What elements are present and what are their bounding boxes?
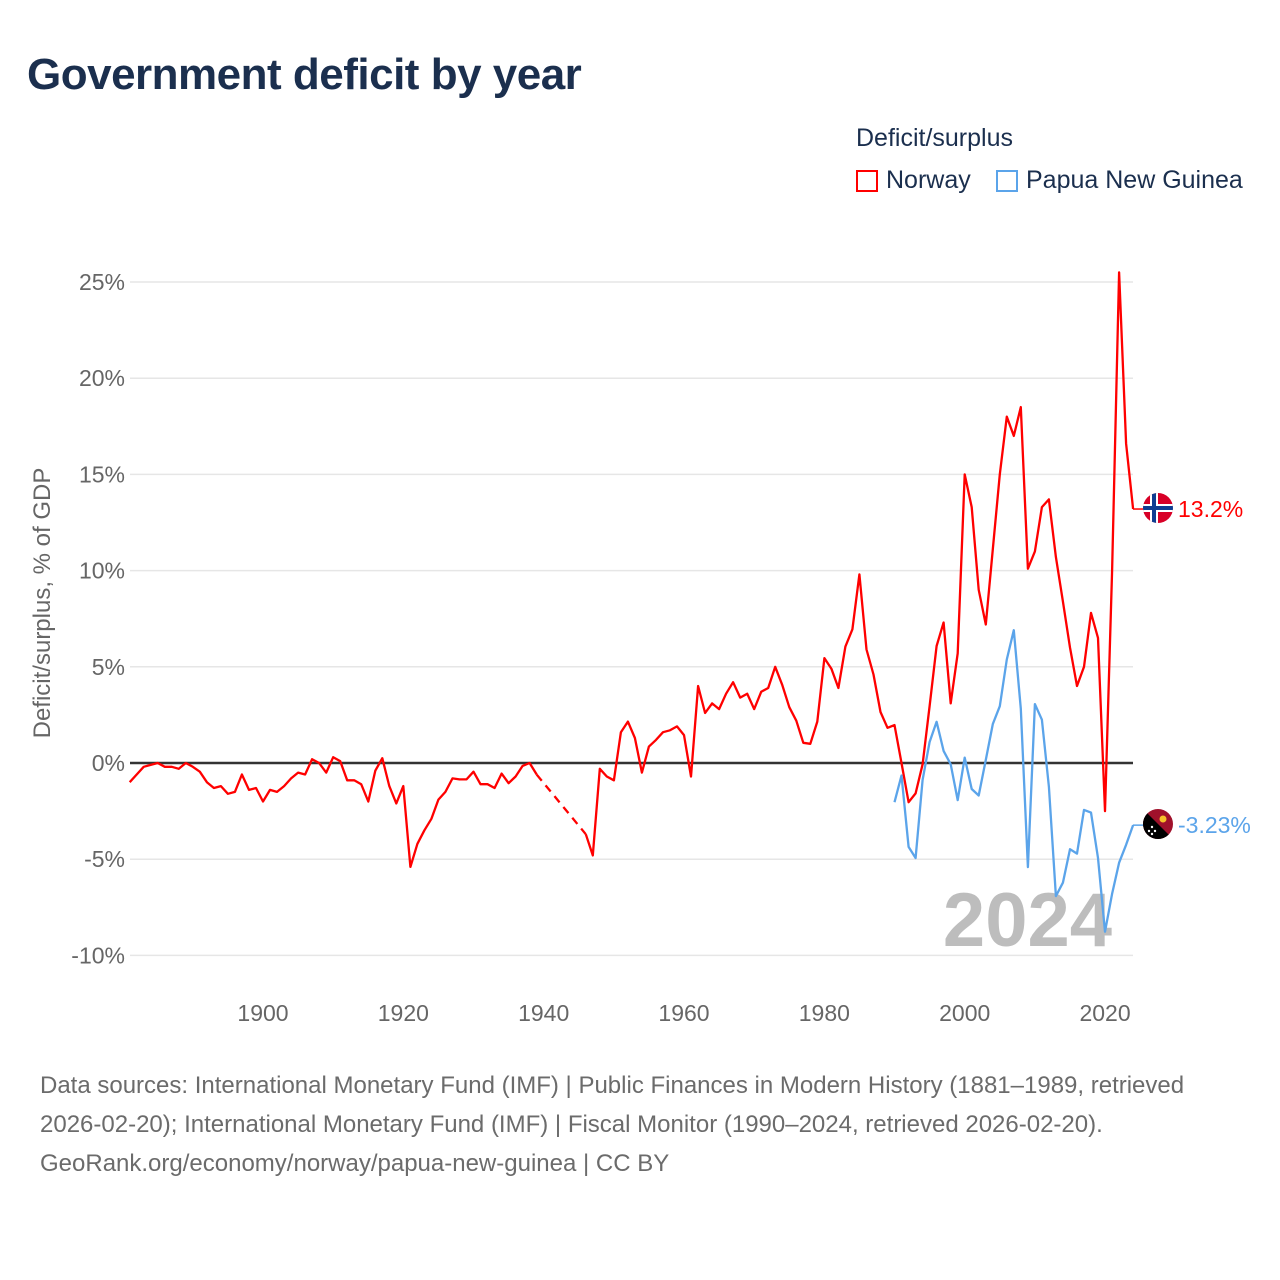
y-tick-label: -10% (71, 942, 125, 968)
x-tick-label: 1960 (658, 1000, 709, 1026)
series-gap-norway (535, 773, 587, 835)
series-line-norway (128, 756, 538, 869)
end-label-norway: 13.2% (1178, 496, 1243, 522)
footer: Data sources: International Monetary Fun… (40, 1066, 1250, 1183)
papua-new-guinea-flag-icon (1143, 809, 1173, 839)
x-tick-label: 2020 (1079, 1000, 1130, 1026)
y-tick-label: 10% (79, 558, 125, 584)
y-tick-label: 0% (92, 750, 125, 776)
y-tick-label: 5% (92, 654, 125, 680)
year-watermark: 2024 (943, 878, 1112, 963)
legend-item-norway[interactable]: Norway (856, 166, 971, 195)
legend-title: Deficit/surplus (856, 124, 1013, 152)
y-axis-label: Deficit/surplus, % of GDP (29, 468, 56, 739)
end-label-papua-new-guinea: -3.23% (1178, 812, 1251, 838)
x-tick-label: 1980 (799, 1000, 850, 1026)
y-tick-label: 20% (79, 365, 125, 391)
series-line-norway (584, 271, 1135, 857)
x-tick-label: 1940 (518, 1000, 569, 1026)
data-sources: Data sources: International Monetary Fun… (40, 1072, 1185, 1138)
chart-area: 25% 20% 15% 10% 5% 0% -5% -10% 1900 1920 1940 1960… (29, 269, 1251, 1026)
series-line-papua-new-guinea (893, 629, 1135, 933)
legend-item-papua-new-guinea[interactable]: Papua New Guinea (996, 166, 1243, 195)
legend-label-papua-new-guinea: Papua New Guinea (1026, 166, 1243, 194)
legend-label-norway: Norway (886, 166, 971, 194)
y-tick-label: 25% (79, 269, 125, 295)
y-tick-label: -5% (84, 846, 125, 872)
source-credit-link[interactable]: GeoRank.org/economy/norway/papua-new-gui… (40, 1150, 670, 1177)
legend-swatch-norway (856, 169, 878, 192)
x-tick-label: 1920 (378, 1000, 429, 1026)
x-tick-label: 1900 (237, 1000, 288, 1026)
x-tick-label: 2000 (939, 1000, 990, 1026)
y-tick-label: 15% (79, 461, 125, 487)
norway-flag-icon (1143, 493, 1173, 523)
legend-swatch-papua-new-guinea (996, 169, 1018, 192)
chart-title: Government deficit by year (27, 50, 582, 99)
